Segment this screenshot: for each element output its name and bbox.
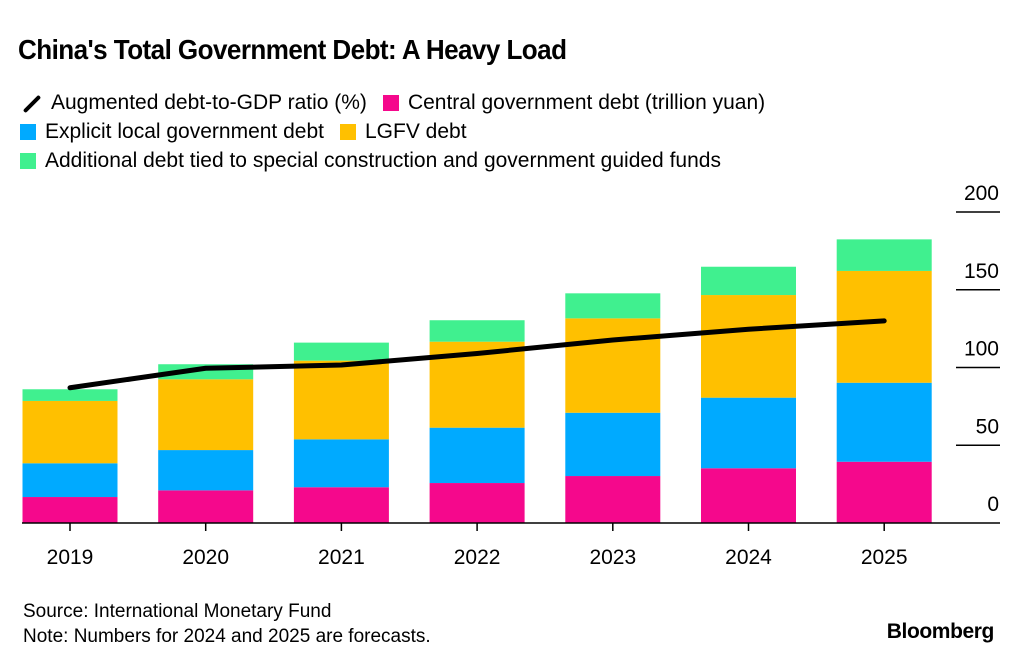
bar-segment-2023-3 [565, 293, 661, 319]
bar-segment-2021-2 [293, 360, 389, 440]
line-swatch-icon [20, 95, 42, 111]
footer: Source: International Monetary Fund Note… [23, 599, 431, 649]
x-tick-label-2024: 2024 [725, 546, 772, 569]
bar-segment-2023-0 [565, 476, 661, 523]
bar-segment-2022-0 [429, 483, 525, 523]
bar-segment-2019-0 [22, 497, 118, 523]
bloomberg-logo: Bloomberg [886, 620, 995, 643]
legend-row-3: Additional debt tied to special construc… [20, 146, 781, 175]
x-tick-label-2019: 2019 [47, 546, 94, 569]
y-tick-label-0: 0 [987, 493, 999, 516]
x-tick-label-2023: 2023 [589, 546, 636, 569]
y-tick-label-150: 150 [964, 260, 999, 283]
legend-row-2: Explicit local government debt LGFV debt [20, 117, 781, 146]
chart-title: China's Total Government Debt: A Heavy L… [18, 34, 567, 65]
bar-segment-2021-0 [293, 487, 389, 523]
bar-segment-2025-3 [836, 239, 932, 271]
x-axis: 2019 2020 2021 2022 2023 2024 2025 [22, 522, 1000, 569]
legend-item-central: Central government debt (trillion yuan) [382, 88, 766, 117]
x-tick-label-2021: 2021 [318, 546, 365, 569]
legend-item-lgfv: LGFV debt [339, 117, 467, 146]
bar-segment-2019-3 [22, 389, 118, 401]
stacked-bar-chart: 0 50 100 150 200 2019 2020 2021 2022 2023 2024 202… [22, 182, 1000, 569]
bar-segment-2019-1 [22, 463, 118, 498]
bar-segment-2024-2 [701, 295, 796, 398]
bar-segment-2022-3 [429, 320, 525, 342]
legend-label: Augmented debt-to-GDP ratio (%) [51, 91, 367, 114]
legend: Augmented debt-to-GDP ratio (%) Central … [20, 88, 781, 175]
green-swatch-icon [20, 152, 36, 169]
bar-segment-2020-2 [158, 379, 254, 451]
bar-segment-2021-1 [293, 439, 389, 488]
bar-segment-2024-1 [701, 397, 796, 469]
bar-segment-2020-1 [158, 450, 254, 491]
bar-segment-2019-2 [22, 400, 118, 464]
bar-segment-2021-3 [293, 342, 389, 361]
legend-item-explicit-local: Explicit local government debt [20, 117, 324, 146]
bar-segment-2025-0 [836, 461, 932, 523]
legend-label: Additional debt tied to special construc… [45, 149, 721, 172]
bar-segment-2023-1 [565, 412, 661, 477]
y-axis: 0 50 100 150 200 [956, 182, 1000, 516]
blue-swatch-icon [20, 123, 36, 140]
y-tick-label-50: 50 [976, 415, 999, 438]
y-tick-label-200: 200 [964, 182, 999, 205]
forecast-note: Note: Numbers for 2024 and 2025 are fore… [23, 626, 431, 647]
x-tick-label-2020: 2020 [182, 546, 229, 569]
y-tick-label-100: 100 [964, 338, 999, 361]
legend-label: LGFV debt [364, 120, 467, 143]
debt-to-gdp-line [67, 318, 887, 391]
bar-segment-2025-1 [836, 382, 932, 462]
pink-swatch-icon [382, 94, 399, 111]
yellow-swatch-icon [339, 123, 356, 140]
bar-segment-2024-3 [701, 266, 796, 296]
source-note: Source: International Monetary Fund [23, 601, 332, 622]
bar-segment-2022-1 [429, 427, 525, 484]
bar-segment-2024-0 [701, 468, 796, 523]
legend-item-ratio: Augmented debt-to-GDP ratio (%) [20, 88, 367, 117]
bar-segment-2020-0 [158, 490, 254, 523]
legend-label: Central government debt (trillion yuan) [407, 91, 766, 114]
bar-segment-2025-2 [836, 270, 932, 383]
line-layer [67, 318, 887, 391]
legend-row-1: Augmented debt-to-GDP ratio (%) Central … [20, 88, 781, 117]
x-tick-label-2022: 2022 [454, 546, 501, 569]
legend-label: Explicit local government debt [45, 120, 324, 143]
x-tick-label-2025: 2025 [861, 546, 908, 569]
bar-segment-2023-2 [565, 318, 661, 413]
bars-layer [22, 239, 932, 523]
legend-item-additional: Additional debt tied to special construc… [20, 146, 721, 175]
